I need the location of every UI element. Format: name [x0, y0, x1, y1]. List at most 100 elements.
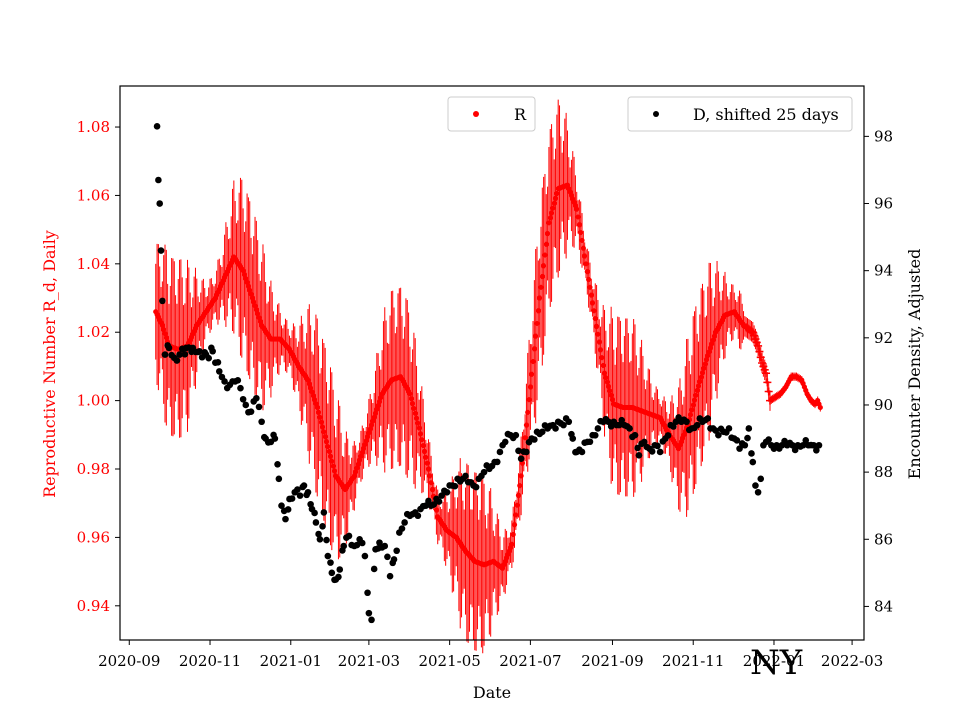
- d-point-70: [312, 519, 320, 526]
- d-point-123: [438, 492, 445, 499]
- d-point-41: [247, 408, 255, 415]
- y-right-tick-label-6: 96: [874, 195, 893, 213]
- d-point-122: [435, 498, 443, 505]
- x-tick-label-4: 2021-05: [418, 652, 480, 670]
- d-point-78: [328, 569, 336, 577]
- d-point-77: [327, 559, 334, 566]
- d-point-76: [324, 552, 332, 560]
- d-point-192: [618, 416, 626, 424]
- d-point-241: [745, 425, 753, 432]
- d-point-61: [294, 486, 301, 493]
- legend-r-marker: [473, 111, 479, 117]
- d-point-106: [393, 547, 400, 555]
- d-point-266: [810, 441, 817, 449]
- d-point-108: [398, 525, 406, 532]
- x-tick-label-6: 2021-09: [581, 652, 643, 670]
- d-point-96: [370, 565, 378, 573]
- d-point-204: [648, 448, 656, 455]
- d-point-201: [640, 438, 648, 446]
- y-left-tick-label-4: 1.02: [77, 323, 110, 341]
- d-point-239: [741, 441, 749, 449]
- d-point-2: [156, 200, 164, 207]
- d-point-109: [401, 519, 408, 526]
- d-point-38: [239, 395, 247, 403]
- y-left-tick-label-3: 1.00: [77, 392, 110, 410]
- d-point-139: [480, 468, 488, 476]
- plot-frame: [119, 85, 865, 641]
- d-point-245: [754, 488, 762, 496]
- d-point-145: [496, 448, 504, 456]
- d-point-13: [181, 350, 189, 358]
- d-series: [153, 122, 823, 624]
- d-point-86: [345, 532, 353, 540]
- d-point-152: [515, 447, 522, 455]
- d-point-225: [704, 415, 712, 422]
- d-point-246: [757, 475, 765, 483]
- y-left-tick-label-6: 1.06: [77, 186, 110, 204]
- y-right-tick-label-7: 98: [874, 127, 893, 145]
- r-point-461: [762, 369, 771, 378]
- y-right-tick-label-4: 92: [874, 329, 893, 347]
- d-point-240: [744, 434, 751, 442]
- d-point-262: [799, 441, 807, 449]
- d-point-161: [539, 428, 546, 436]
- d-point-84: [340, 542, 348, 550]
- y-left-tick-label-1: 0.96: [77, 528, 110, 546]
- d-point-3: [157, 247, 165, 254]
- legend-r-label: R: [514, 105, 527, 124]
- r-point-455: [754, 341, 763, 350]
- d-point-44: [255, 403, 263, 411]
- d-point-5: [161, 351, 169, 358]
- x-tick-label-3: 2021-03: [338, 652, 400, 670]
- d-point-59: [288, 495, 296, 502]
- d-point-26: [209, 347, 216, 355]
- d-point-183: [594, 425, 602, 432]
- d-point-166: [552, 425, 559, 432]
- x-tick-label-5: 2021-07: [499, 652, 561, 670]
- d-point-28: [214, 359, 222, 366]
- d-point-4: [159, 297, 166, 305]
- r-point-502: [817, 404, 823, 411]
- d-point-207: [656, 448, 664, 456]
- d-point-180: [586, 438, 594, 446]
- legend-d-label: D, shifted 25 days: [693, 105, 839, 124]
- d-point-29: [215, 368, 223, 375]
- y-left-axis-label: Reproductive Number R_d, Daily: [40, 230, 59, 498]
- d-point-206: [654, 442, 661, 450]
- d-point-31: [221, 378, 228, 385]
- y-right-tick-label-0: 84: [874, 597, 893, 615]
- d-point-144: [493, 458, 501, 466]
- d-point-53: [275, 475, 283, 483]
- d-point-64: [300, 482, 308, 489]
- r-series: [153, 99, 823, 654]
- d-point-20: [196, 347, 203, 355]
- d-point-102: [384, 553, 391, 561]
- y-right-tick-label-2: 88: [874, 463, 893, 481]
- d-point-82: [336, 566, 344, 573]
- x-tick-label-8: 2022-01: [743, 652, 805, 670]
- d-point-120: [430, 501, 438, 508]
- x-tick-label-9: 2022-03: [821, 652, 883, 670]
- x-axis-label: Date: [473, 683, 511, 702]
- d-point-71: [315, 530, 322, 538]
- d-point-39: [242, 401, 250, 409]
- r-point-462: [763, 378, 772, 387]
- y-right-tick-label-5: 94: [874, 262, 893, 280]
- d-point-136: [472, 483, 480, 491]
- d-point-128: [451, 482, 459, 490]
- d-point-66: [304, 488, 312, 496]
- y-left-tick-label-2: 0.98: [77, 460, 110, 478]
- legend-r-box: [447, 96, 536, 132]
- d-point-52: [274, 461, 281, 468]
- d-point-45: [258, 418, 265, 426]
- d-point-74: [320, 509, 328, 516]
- y-left-tick-label-0: 0.94: [77, 597, 110, 615]
- d-point-268: [815, 441, 823, 449]
- x-tick-label-1: 2020-11: [179, 652, 241, 670]
- x-axis: 2020-09 2020-11 2021-01 2021-03 2021-05 2021-…: [98, 640, 883, 670]
- d-point-72: [316, 535, 324, 543]
- d-point-62: [296, 492, 304, 499]
- d-point-51: [271, 435, 279, 442]
- d-point-91: [358, 539, 366, 547]
